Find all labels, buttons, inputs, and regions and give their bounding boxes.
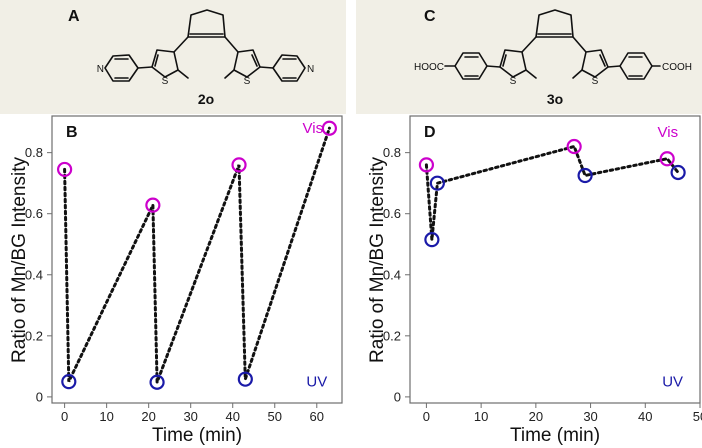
x-tick-label: 10: [99, 409, 113, 424]
panel-label-b: B: [66, 124, 78, 141]
compound-label-3o: 3o: [547, 91, 563, 107]
connector-line-b: [63, 126, 331, 383]
uv-data-point: [577, 167, 593, 184]
y-tick-label: 0.6: [383, 206, 401, 221]
panel-label-d: D: [424, 124, 436, 141]
data-points-d: [418, 138, 686, 248]
uv-data-point: [429, 175, 445, 191]
x-tick-label: 10: [474, 409, 488, 424]
vis-annotation: Vis: [658, 124, 679, 141]
uv-annotation: UV: [306, 374, 327, 391]
y-tick-label: 0.2: [383, 328, 401, 343]
y-axis-title-d: Ratio of Mn/BG Intensity: [367, 157, 388, 363]
x-tick-label: 30: [583, 409, 597, 424]
x-tick-label: 20: [529, 409, 543, 424]
axis-ticks-d: 0 10 20 30 40 50 0 0.2 0.4 0.6 0.8: [383, 145, 702, 424]
y-tick-label: 0.6: [25, 206, 43, 221]
thiophene-s-right: S: [592, 76, 599, 87]
vis-data-point: [231, 157, 247, 173]
x-tick-label: 50: [268, 409, 282, 424]
data-points-b: [57, 120, 337, 390]
plot-area-b: [51, 115, 343, 404]
vis-data-point: [418, 157, 435, 173]
uv-annotation: UV: [662, 374, 683, 391]
chart-panel-b: B Ratio of Mn/BG Intensity Time (min) 0 1…: [9, 115, 343, 446]
carboxyl-label-right: COOH: [662, 62, 692, 73]
pyridine-n-right: N: [307, 64, 314, 75]
y-tick-label: 0.8: [383, 145, 401, 160]
vis-annotation: Vis: [303, 120, 324, 137]
x-tick-label: 60: [310, 409, 324, 424]
vis-data-point: [566, 138, 582, 155]
x-tick-label: 40: [225, 409, 239, 424]
uv-data-point: [61, 374, 77, 390]
vis-data-point: [145, 197, 161, 213]
y-tick-label: 0: [394, 389, 401, 404]
molecule-2o: [104, 9, 306, 82]
vis-data-point: [321, 120, 337, 136]
plot-area-d: [409, 115, 701, 404]
panel-label-a: A: [68, 8, 80, 25]
uv-data-point: [237, 371, 253, 387]
thiophene-s-left: S: [510, 76, 517, 87]
structure-panel-c: C H: [356, 0, 702, 114]
x-tick-label: 40: [638, 409, 652, 424]
thiophene-s-right: S: [244, 76, 251, 87]
y-tick-label: 0.2: [25, 328, 43, 343]
x-axis-title-b: Time (min): [152, 425, 242, 446]
molecule-3o: [444, 9, 661, 80]
thiophene-s-left: S: [162, 76, 169, 87]
pyridine-n-left: N: [97, 64, 104, 75]
vis-data-point: [659, 151, 675, 167]
chart-panel-d: D Ratio of Mn/BG Intensity Time (min) 0 1…: [367, 115, 702, 446]
x-tick-label: 0: [423, 409, 430, 424]
carboxyl-label-left: HOOC: [414, 62, 444, 73]
structure-panel-a: A N N: [0, 0, 346, 114]
connector-line-d: [424, 144, 680, 240]
y-tick-label: 0.4: [383, 267, 401, 282]
x-axis-title-d: Time (min): [510, 425, 600, 446]
compound-label-2o: 2o: [198, 91, 214, 107]
uv-data-point: [149, 374, 165, 390]
uv-data-point: [670, 164, 686, 181]
uv-data-point: [424, 232, 440, 248]
x-tick-label: 20: [141, 409, 155, 424]
x-tick-label: 0: [61, 409, 68, 424]
vis-data-point: [57, 161, 73, 178]
annotations-b: Vis UV: [303, 120, 328, 390]
axis-ticks-b: 0 10 20 30 40 50 60 0 0.2 0.4 0.6 0.8: [25, 145, 324, 424]
annotations-d: Vis UV: [658, 124, 684, 391]
y-axis-title-b: Ratio of Mn/BG Intensity: [9, 157, 30, 363]
y-tick-label: 0.4: [25, 267, 43, 282]
y-tick-label: 0.8: [25, 145, 43, 160]
x-tick-label: 30: [183, 409, 197, 424]
panel-label-c: C: [424, 8, 436, 25]
x-tick-label: 50: [693, 409, 702, 424]
y-tick-label: 0: [36, 389, 43, 404]
panel-c-background: [356, 0, 702, 114]
panel-a-background: [0, 0, 346, 114]
